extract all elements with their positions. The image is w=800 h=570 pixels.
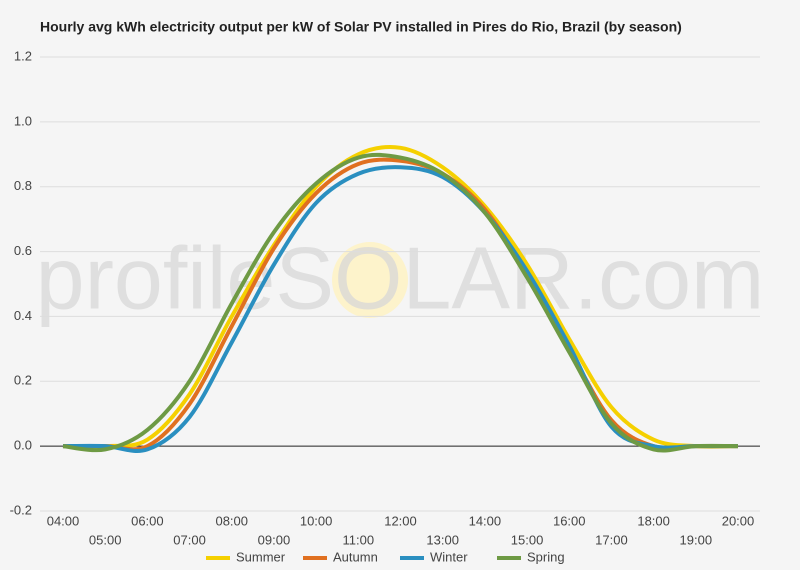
y-tick-label: 0.8 — [14, 178, 32, 193]
x-tick-label: 18:00 — [637, 513, 670, 528]
y-tick-label: -0.2 — [10, 502, 32, 517]
legend-label: Winter — [430, 549, 468, 564]
y-tick-label: 0.0 — [14, 438, 32, 453]
x-tick-label: 12:00 — [384, 513, 417, 528]
x-tick-label: 17:00 — [595, 532, 628, 547]
x-tick-label: 07:00 — [173, 532, 206, 547]
y-tick-label: 0.2 — [14, 373, 32, 388]
series-line — [62, 165, 738, 454]
x-tick-label: 05:00 — [89, 532, 122, 547]
y-tick-label: 0.6 — [14, 243, 32, 258]
x-tick-label: 19:00 — [680, 532, 713, 547]
x-tick-label: 08:00 — [215, 513, 248, 528]
x-tick-label: 14:00 — [469, 513, 502, 528]
x-tick-label: 15:00 — [511, 532, 544, 547]
series-line — [62, 144, 739, 449]
watermark: profileSOLAR.com — [36, 228, 765, 327]
watermark-sun — [332, 242, 408, 318]
x-tick-label: 13:00 — [426, 532, 459, 547]
legend-label: Spring — [527, 549, 565, 564]
y-tick-label: 0.4 — [14, 308, 32, 323]
x-tick-label: 04:00 — [47, 513, 80, 528]
x-tick-label: 20:00 — [722, 513, 755, 528]
x-tick-label: 16:00 — [553, 513, 586, 528]
x-tick-label: 06:00 — [131, 513, 164, 528]
x-tick-label: 09:00 — [258, 532, 291, 547]
legend-label: Summer — [236, 549, 286, 564]
series-line — [63, 157, 738, 452]
legend-label: Autumn — [333, 549, 378, 564]
chart-title: Hourly avg kWh electricity output per kW… — [40, 19, 682, 35]
y-tick-label: 1.0 — [14, 113, 32, 128]
x-tick-label: 11:00 — [343, 532, 375, 547]
y-tick-label: 1.2 — [14, 48, 32, 63]
series-line — [62, 152, 739, 453]
x-tick-label: 10:00 — [300, 513, 333, 528]
